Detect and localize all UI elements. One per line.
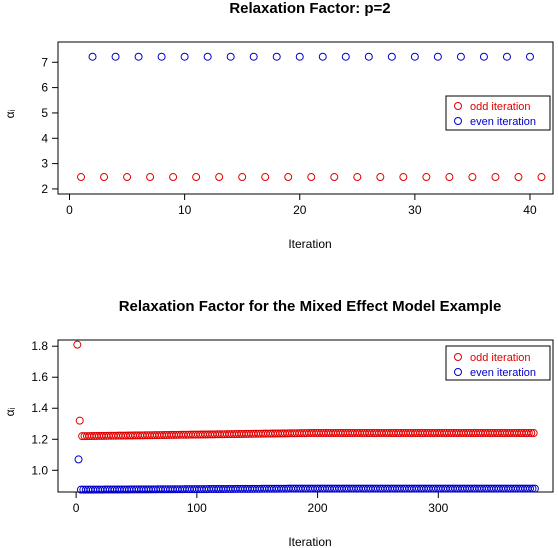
- odd-iteration-point: [307, 173, 316, 182]
- odd-iteration-point: [353, 173, 362, 182]
- odd-iteration-point: [445, 173, 454, 182]
- odd-iteration-point: [238, 173, 247, 182]
- legend-marker-odd: [454, 353, 462, 361]
- legend-box: [445, 345, 551, 381]
- chart-relaxation-p2: Relaxation Factor: p=2 0 10 20 30 40 234567 …: [3, 0, 554, 251]
- x-axis: 0 100 200 300: [73, 491, 449, 515]
- legend-box: [445, 95, 551, 131]
- legend-label-even: even iteration: [470, 367, 536, 379]
- even-iteration-point: [249, 52, 258, 61]
- odd-iteration-point: [524, 429, 533, 438]
- even-iteration-point: [526, 484, 535, 493]
- x-tick-label: 0: [73, 501, 80, 515]
- y-axis: 2 3 4 5 6 7: [41, 55, 59, 196]
- odd-iteration-point: [75, 416, 84, 425]
- legend-label-odd: odd iteration: [470, 101, 531, 113]
- even-iteration-point: [111, 52, 120, 61]
- x-axis-label: Iteration: [288, 237, 331, 251]
- even-iteration-point: [364, 52, 373, 61]
- x-tick-label: 100: [187, 501, 207, 515]
- even-iteration-point: [272, 52, 281, 61]
- legend-marker-even: [454, 117, 462, 125]
- y-tick-label: 1.6: [31, 370, 48, 384]
- odd-iteration-point: [491, 173, 500, 182]
- y-tick-label: 1.2: [31, 432, 48, 446]
- x-axis: 0 10 20 30 40: [66, 193, 537, 217]
- y-axis-label: αᵢ: [3, 109, 17, 118]
- even-iteration-point: [456, 52, 465, 61]
- x-tick-label: 40: [523, 203, 537, 217]
- odd-iteration-point: [77, 173, 86, 182]
- legend-label-even: even iteration: [470, 116, 536, 128]
- odd-iteration-point: [330, 173, 339, 182]
- y-tick-label: 6: [41, 81, 48, 95]
- x-tick-label: 200: [308, 501, 328, 515]
- odd-iteration-point: [192, 173, 201, 182]
- odd-iteration-point: [376, 173, 385, 182]
- data-points: [73, 340, 539, 494]
- legend-marker-even: [454, 368, 462, 376]
- even-iteration-point: [134, 52, 143, 61]
- even-iteration-point: [295, 52, 304, 61]
- legend-label-odd: odd iteration: [470, 352, 531, 364]
- even-iteration-point: [530, 484, 539, 493]
- chart-relaxation-mixed-effect: Relaxation Factor for the Mixed Effect M…: [3, 298, 554, 548]
- even-iteration-point: [318, 52, 327, 61]
- data-points: [77, 52, 546, 182]
- even-iteration-point: [433, 52, 442, 61]
- odd-iteration-point: [123, 173, 132, 182]
- x-tick-label: 0: [66, 203, 73, 217]
- x-axis-label: Iteration: [288, 535, 331, 548]
- chart-title: Relaxation Factor for the Mixed Effect M…: [119, 298, 502, 315]
- odd-iteration-point: [537, 173, 546, 182]
- odd-iteration-point: [529, 429, 538, 438]
- y-tick-label: 5: [41, 106, 48, 120]
- odd-iteration-point: [468, 173, 477, 182]
- even-iteration-point: [226, 52, 235, 61]
- even-iteration-point: [525, 52, 534, 61]
- odd-iteration-point: [514, 173, 523, 182]
- y-tick-label: 7: [41, 55, 48, 69]
- even-iteration-point: [203, 52, 212, 61]
- odd-iteration-point: [284, 173, 293, 182]
- y-tick-label: 4: [41, 131, 48, 145]
- odd-iteration-point: [422, 173, 431, 182]
- odd-iteration-point: [215, 173, 224, 182]
- even-iteration-point: [74, 455, 83, 464]
- legend: odd iteration even iteration: [445, 345, 551, 381]
- x-tick-label: 300: [428, 501, 448, 515]
- even-iteration-point: [410, 52, 419, 61]
- x-tick-label: 30: [408, 203, 422, 217]
- y-axis-label: αᵢ: [3, 407, 17, 416]
- odd-iteration-point: [146, 173, 155, 182]
- chart-title: Relaxation Factor: p=2: [229, 0, 390, 17]
- even-iteration-point: [180, 52, 189, 61]
- even-iteration-point: [341, 52, 350, 61]
- odd-iteration-point: [399, 173, 408, 182]
- odd-iteration-point: [527, 429, 536, 438]
- legend-marker-odd: [454, 102, 462, 110]
- odd-iteration-point: [169, 173, 178, 182]
- even-iteration-point: [88, 52, 97, 61]
- even-iteration-point: [502, 52, 511, 61]
- x-tick-label: 20: [293, 203, 307, 217]
- y-tick-label: 3: [41, 157, 48, 171]
- even-iteration-point: [479, 52, 488, 61]
- even-iteration-point: [157, 52, 166, 61]
- x-tick-label: 10: [178, 203, 192, 217]
- even-iteration-point: [528, 484, 537, 493]
- even-iteration-point: [387, 52, 396, 61]
- y-tick-label: 1.4: [31, 401, 48, 415]
- legend: odd iteration even iteration: [445, 95, 551, 131]
- y-tick-label: 1.8: [31, 339, 48, 353]
- odd-iteration-point: [100, 173, 109, 182]
- y-tick-label: 2: [41, 182, 48, 196]
- y-axis: 1.0 1.2 1.4 1.6 1.8: [31, 339, 59, 477]
- odd-iteration-point: [261, 173, 270, 182]
- y-tick-label: 1.0: [31, 463, 48, 477]
- odd-iteration-point: [73, 340, 82, 349]
